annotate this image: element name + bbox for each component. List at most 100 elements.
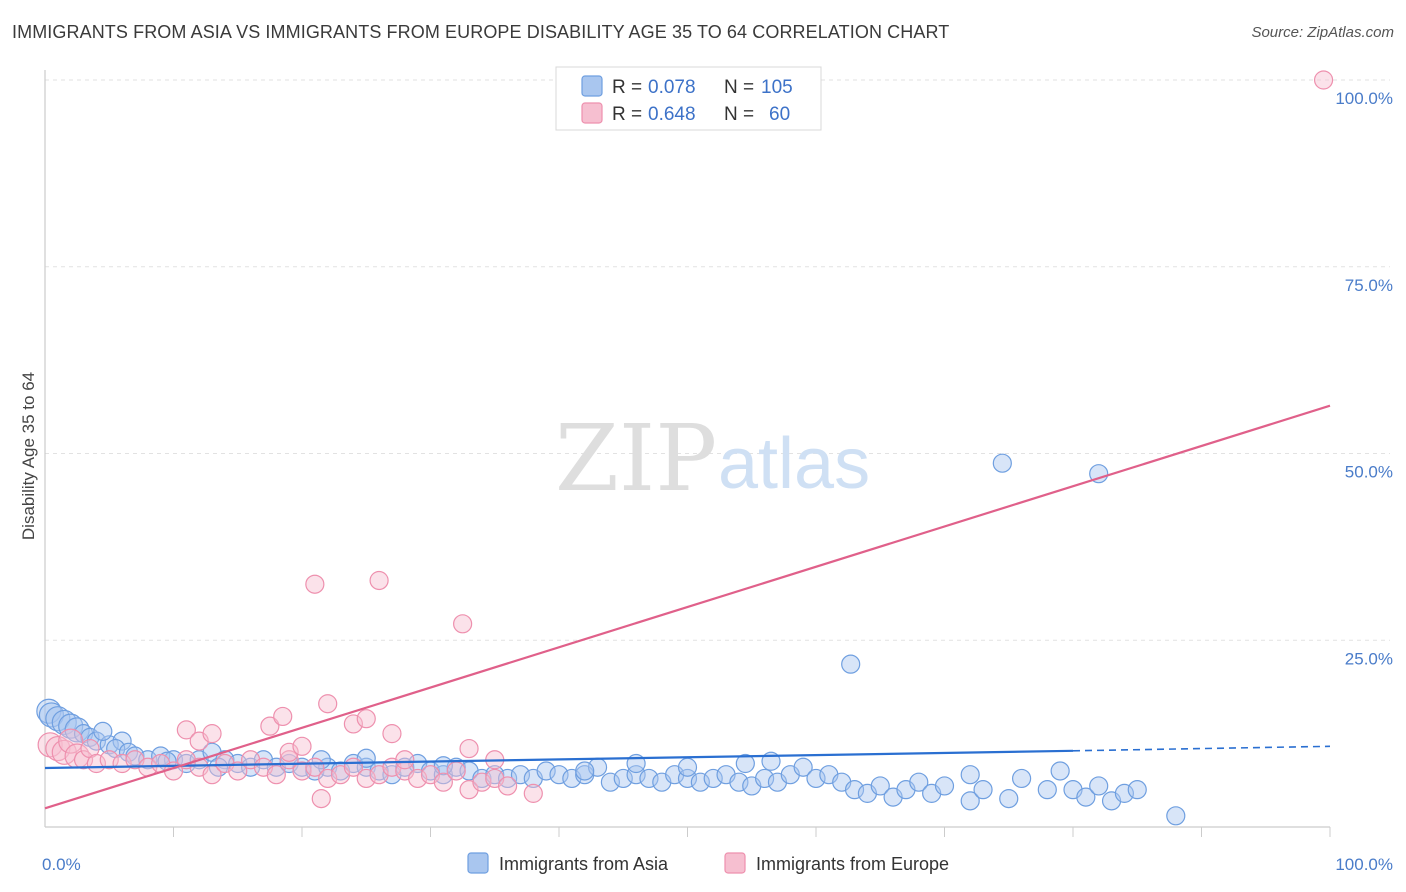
stats-r-value-europe: 0.648 <box>648 104 696 125</box>
asia-point-98 <box>735 753 755 774</box>
asia-point-77 <box>960 765 980 785</box>
y-tick-label-3: 25.0% <box>1345 649 1393 668</box>
asia-point-85 <box>1076 787 1096 807</box>
asia-point-2 <box>45 706 71 732</box>
europe-point-5 <box>73 750 94 770</box>
asia-point-57 <box>690 772 710 792</box>
series-legend: Immigrants from Asia Immigrants from Eur… <box>467 852 949 874</box>
asia-point-58 <box>703 768 723 789</box>
asia-point-56 <box>677 768 698 789</box>
asia-point-46 <box>549 765 569 785</box>
asia-point-89 <box>1127 780 1147 800</box>
europe-point-35 <box>446 761 466 781</box>
asia-point-100 <box>841 654 861 674</box>
asia-point-80 <box>999 789 1019 809</box>
europe-point-54 <box>453 614 473 634</box>
stats-swatch-asia <box>581 75 603 97</box>
asia-point-69 <box>844 780 865 800</box>
asia-point-79 <box>973 780 993 800</box>
series-asia-points <box>36 453 1186 826</box>
europe-point-52 <box>305 574 325 594</box>
asia-point-78 <box>960 791 980 811</box>
asia-point-60 <box>729 772 749 792</box>
asia-point-3 <box>51 709 77 736</box>
y-tick-label-1: 75.0% <box>1345 276 1393 295</box>
asia-point-82 <box>1037 780 1057 800</box>
asia-point-74 <box>909 772 929 792</box>
asia-point-66 <box>806 768 826 789</box>
europe-point-39 <box>498 776 518 796</box>
europe-point-23 <box>292 761 312 781</box>
europe-point-55 <box>459 738 479 759</box>
europe-point-42 <box>202 724 222 744</box>
trend-line-europe <box>44 404 1331 810</box>
chart-title: IMMIGRANTS FROM ASIA VS IMMIGRANTS FROM … <box>12 22 950 42</box>
asia-point-103 <box>1166 806 1186 826</box>
y-axis-label: Disability Age 35 to 64 <box>19 372 38 540</box>
watermark-atlas: atlas <box>718 424 870 504</box>
europe-point-43 <box>260 716 280 736</box>
asia-point-101 <box>992 453 1012 473</box>
legend-swatch-asia <box>467 852 489 874</box>
asia-point-88 <box>1114 783 1135 803</box>
trend-line-asia <box>44 749 1074 770</box>
europe-point-53 <box>369 570 389 591</box>
legend-label-asia: Immigrants from Asia <box>499 854 669 874</box>
europe-point-49 <box>356 709 376 729</box>
trend-lines <box>44 404 1331 810</box>
y-tick-label-0: 100.0% <box>1335 89 1393 108</box>
asia-point-51 <box>613 768 633 789</box>
stats-r-label-asia: R = <box>612 77 642 98</box>
asia-point-83 <box>1050 761 1070 781</box>
stats-swatch-europe <box>581 102 603 124</box>
legend-swatch-europe <box>724 852 746 874</box>
europe-point-44 <box>273 706 293 727</box>
europe-point-1 <box>45 735 71 762</box>
asia-point-45 <box>536 761 556 781</box>
europe-point-51 <box>395 750 415 770</box>
asia-point-95 <box>575 761 595 781</box>
europe-point-8 <box>99 750 119 770</box>
europe-point-59 <box>1313 70 1334 90</box>
europe-point-50 <box>382 724 402 744</box>
asia-point-76 <box>934 776 955 796</box>
europe-point-34 <box>433 772 453 792</box>
asia-point-8 <box>86 731 107 751</box>
europe-point-25 <box>318 768 338 789</box>
x-ticks <box>173 827 1331 837</box>
asia-point-10 <box>112 731 132 751</box>
europe-point-47 <box>318 694 338 714</box>
asia-point-1 <box>38 702 65 728</box>
trend-line-asia-extension <box>1072 745 1331 752</box>
europe-point-18 <box>228 761 248 781</box>
asia-point-50 <box>600 772 621 792</box>
europe-point-28 <box>356 768 376 789</box>
europe-point-48 <box>343 714 363 734</box>
asia-point-102 <box>1089 464 1109 484</box>
source-label: Source: ZipAtlas.com <box>1251 24 1394 41</box>
watermark-zip: ZIP <box>555 405 717 512</box>
x-tick-label-right: 100.0% <box>1335 855 1393 874</box>
europe-point-0 <box>37 732 63 758</box>
europe-point-3 <box>58 728 84 754</box>
europe-point-40 <box>176 720 196 740</box>
stats-n-label-asia: N = <box>724 77 754 98</box>
europe-point-57 <box>523 783 543 803</box>
europe-point-32 <box>408 768 428 789</box>
gridlines <box>45 79 1390 641</box>
stats-n-value-europe: 60 <box>769 104 790 125</box>
asia-point-97 <box>677 757 698 777</box>
europe-point-46 <box>292 736 312 756</box>
asia-point-43 <box>510 765 531 785</box>
europe-point-21 <box>266 765 286 785</box>
asia-point-65 <box>793 757 813 777</box>
asia-point-86 <box>1089 776 1109 796</box>
asia-point-53 <box>639 768 659 789</box>
y-tick-label-2: 50.0% <box>1345 463 1393 482</box>
y-tick-labels: 100.0% 75.0% 50.0% 25.0% <box>1335 89 1393 668</box>
europe-point-58 <box>311 789 331 809</box>
asia-point-62 <box>754 768 775 789</box>
watermark: ZIP atlas <box>555 405 870 512</box>
series-europe-points <box>37 70 1334 809</box>
